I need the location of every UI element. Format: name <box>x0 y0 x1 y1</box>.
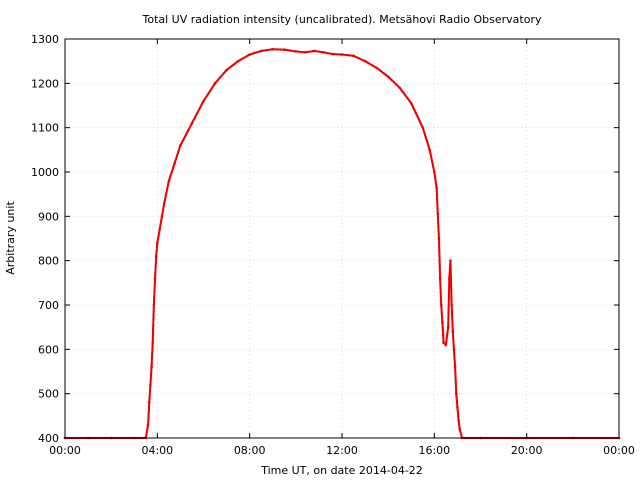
x-tick-label: 12:00 <box>326 444 358 457</box>
y-tick-label: 800 <box>38 255 59 268</box>
y-axis: 400 500 600 700 800 900 1000 1100 1200 1300 <box>31 33 619 445</box>
x-tick-label: 16:00 <box>418 444 450 457</box>
y-tick-label: 1300 <box>31 33 59 46</box>
x-axis-label: Time UT, on date 2014-04-22 <box>260 464 423 477</box>
y-tick-label: 1000 <box>31 166 59 179</box>
y-tick-label: 900 <box>38 210 59 223</box>
y-tick-label: 500 <box>38 388 59 401</box>
data-points <box>63 47 621 440</box>
grid-lines <box>65 39 619 438</box>
y-tick-label: 1200 <box>31 77 59 90</box>
x-tick-label: 04:00 <box>141 444 173 457</box>
y-tick-label: 1100 <box>31 122 59 135</box>
y-tick-label: 600 <box>38 343 59 356</box>
x-tick-label: 00:00 <box>603 444 635 457</box>
x-tick-label: 00:00 <box>49 444 81 457</box>
y-tick-label: 400 <box>38 432 59 445</box>
y-axis-label: Arbitrary unit <box>4 201 17 275</box>
chart-title: Total UV radiation intensity (uncalibrat… <box>142 13 542 26</box>
y-tick-label: 700 <box>38 299 59 312</box>
x-tick-label: 20:00 <box>511 444 543 457</box>
plot-frame <box>64 38 620 439</box>
x-tick-label: 08:00 <box>234 444 266 457</box>
x-axis: 00:00 04:00 08:00 12:00 16:00 20:00 00:00 <box>49 39 635 457</box>
